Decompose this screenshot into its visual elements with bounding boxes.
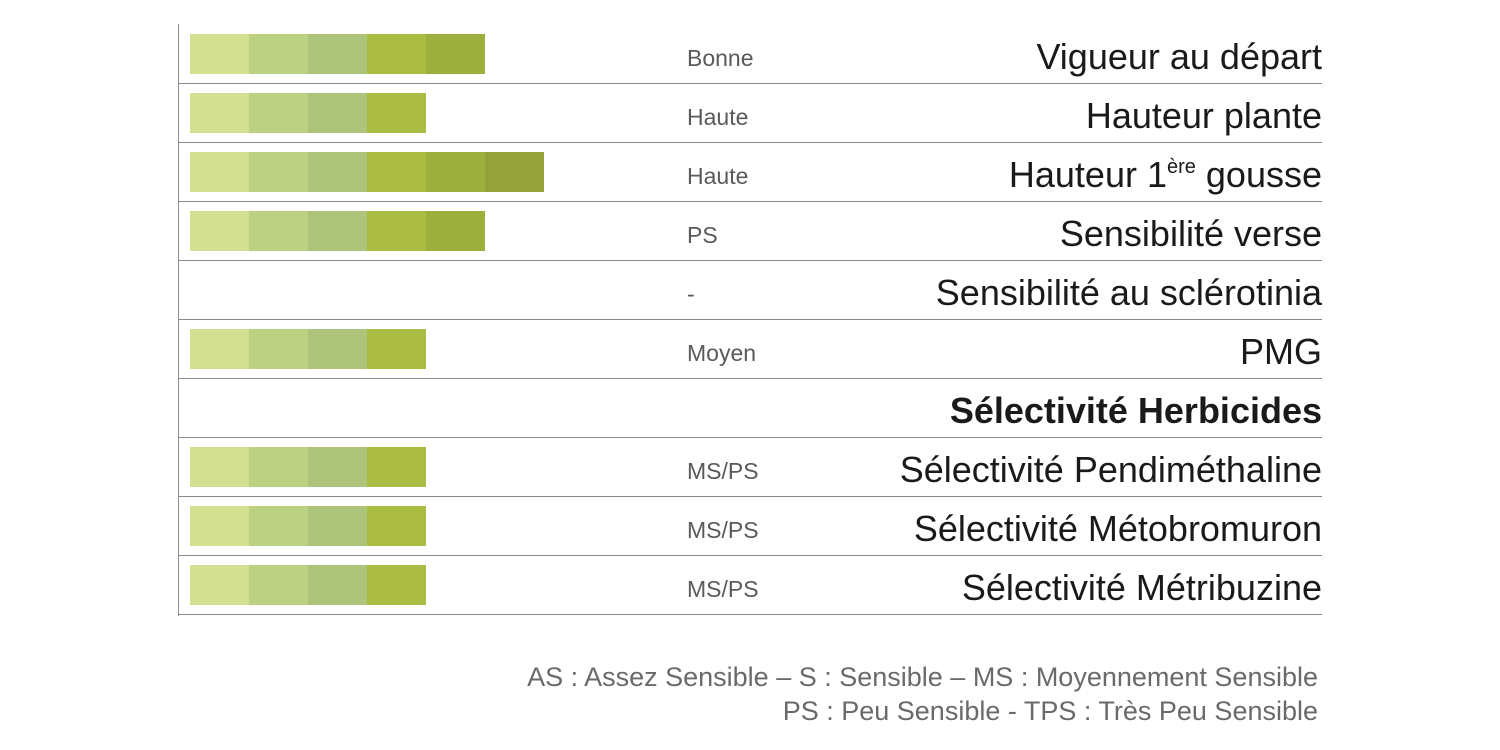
score-segment: [249, 93, 308, 133]
chart-row: - Sensibilité au sclérotinia: [178, 261, 1322, 320]
score-segment: [367, 329, 426, 369]
chart-row: MS/PS Sélectivité Métobromuron: [178, 497, 1322, 556]
row-separator: [178, 260, 1322, 261]
score-bar: [190, 93, 426, 133]
legend-line-1: AS : Assez Sensible – S : Sensible – MS …: [527, 662, 1318, 692]
score-segment: [190, 329, 249, 369]
row-separator: [178, 437, 1322, 438]
chart-row: Haute Hauteur plante: [178, 84, 1322, 143]
score-segment: [190, 152, 249, 192]
score-segment: [249, 506, 308, 546]
row-separator: [178, 614, 1322, 615]
score-bar: [190, 565, 426, 605]
rating-value: Haute: [687, 104, 749, 130]
section-heading: Sélectivité Herbicides: [950, 390, 1322, 432]
criterion-label-text: Sélectivité Métribuzine: [961, 567, 1322, 608]
chart-row: Haute Hauteur 1ère gousse: [178, 143, 1322, 202]
row-separator: [178, 142, 1322, 143]
row-separator: [178, 378, 1322, 379]
score-segment: [308, 34, 367, 74]
row-separator: [178, 83, 1322, 84]
chart-row: MS/PS Sélectivité Pendiméthaline: [178, 438, 1322, 497]
score-bar: [190, 506, 426, 546]
score-segment: [308, 447, 367, 487]
score-segment: [485, 152, 544, 192]
score-segment: [249, 152, 308, 192]
score-segment: [249, 34, 308, 74]
score-segment: [190, 211, 249, 251]
score-bar: [190, 447, 426, 487]
criterion-label: Sélectivité Métribuzine: [962, 567, 1322, 609]
criterion-label: PMG: [1240, 331, 1322, 373]
criterion-label-superscript: ère: [1167, 156, 1196, 178]
criterion-label-text: Sélectivité Pendiméthaline: [899, 449, 1322, 490]
criterion-label-text: Sélectivité Herbicides: [949, 390, 1322, 431]
rating-value: MS/PS: [687, 458, 759, 484]
rating-value: Haute: [687, 163, 749, 189]
score-segment: [249, 211, 308, 251]
score-bar: [190, 34, 485, 74]
score-segment: [308, 565, 367, 605]
score-segment: [190, 565, 249, 605]
criterion-label: Sélectivité Pendiméthaline: [900, 449, 1322, 491]
criterion-label-text: Sensibilité au sclérotinia: [935, 272, 1322, 313]
row-separator: [178, 555, 1322, 556]
score-segment: [308, 152, 367, 192]
criterion-label-text: Sensibilité verse: [1059, 213, 1322, 254]
chart-row: MS/PS Sélectivité Métribuzine: [178, 556, 1322, 615]
criterion-label-text: Sélectivité Métobromuron: [913, 508, 1322, 549]
criterion-label: Hauteur plante: [1086, 95, 1322, 137]
rating-value: PS: [687, 222, 718, 248]
score-segment: [426, 211, 485, 251]
score-segment: [249, 329, 308, 369]
score-segment: [190, 93, 249, 133]
chart-row: Bonne Vigueur au départ: [178, 25, 1322, 84]
score-segment: [308, 329, 367, 369]
rating-value: Bonne: [687, 45, 754, 71]
score-segment: [367, 211, 426, 251]
criterion-label-suffix: gousse: [1195, 154, 1322, 195]
row-separator: [178, 201, 1322, 202]
criterion-label: Vigueur au départ: [1036, 36, 1322, 78]
rating-value: MS/PS: [687, 517, 759, 543]
criterion-label-text: Hauteur plante: [1085, 95, 1322, 136]
score-segment: [190, 34, 249, 74]
rating-value: MS/PS: [687, 576, 759, 602]
criterion-label-text: Vigueur au départ: [1036, 36, 1322, 77]
score-segment: [367, 565, 426, 605]
criterion-label: Sensibilité verse: [1060, 213, 1322, 255]
score-segment: [249, 565, 308, 605]
score-segment: [308, 506, 367, 546]
score-segment: [190, 506, 249, 546]
score-segment: [249, 447, 308, 487]
score-bar: [190, 211, 485, 251]
criterion-label-text: PMG: [1239, 331, 1322, 372]
score-segment: [367, 93, 426, 133]
legend-line-2: PS : Peu Sensible - TPS : Très Peu Sensi…: [782, 696, 1318, 726]
score-segment: [308, 93, 367, 133]
score-segment: [367, 506, 426, 546]
row-separator: [178, 319, 1322, 320]
chart-row: Moyen PMG: [178, 320, 1322, 379]
score-segment: [308, 211, 367, 251]
criterion-label-text: Hauteur 1: [1008, 154, 1167, 195]
score-segment: [190, 447, 249, 487]
chart-left-axis-line: [178, 24, 179, 616]
criterion-label: Sensibilité au sclérotinia: [936, 272, 1322, 314]
chart-row: PS Sensibilité verse: [178, 202, 1322, 261]
score-segment: [367, 152, 426, 192]
rating-value: Moyen: [687, 340, 757, 366]
criterion-label: Hauteur 1ère gousse: [1009, 154, 1322, 196]
score-bar: [190, 152, 544, 192]
rating-value: -: [687, 281, 695, 307]
score-segment: [367, 34, 426, 74]
score-bar: [190, 329, 426, 369]
row-separator: [178, 496, 1322, 497]
score-segment: [426, 152, 485, 192]
score-segment: [426, 34, 485, 74]
criterion-label: Sélectivité Métobromuron: [914, 508, 1322, 550]
score-segment: [367, 447, 426, 487]
chart-row: Sélectivité Herbicides: [178, 379, 1322, 438]
